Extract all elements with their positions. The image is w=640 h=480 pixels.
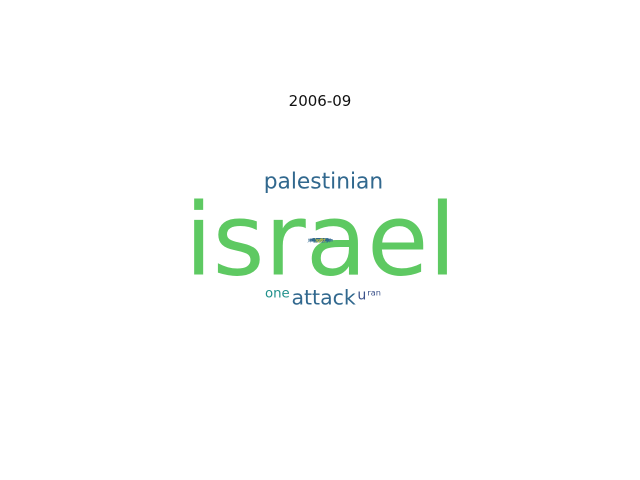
cloud-word: one [265, 286, 290, 301]
cloud-word: attack [291, 285, 355, 309]
cloud-word: sport [315, 238, 326, 243]
cloud-word: ran [367, 287, 381, 297]
cloud-word: u [357, 287, 366, 303]
chart-title: 2006-09 [0, 92, 640, 110]
cloud-word: palestinian [264, 170, 383, 195]
